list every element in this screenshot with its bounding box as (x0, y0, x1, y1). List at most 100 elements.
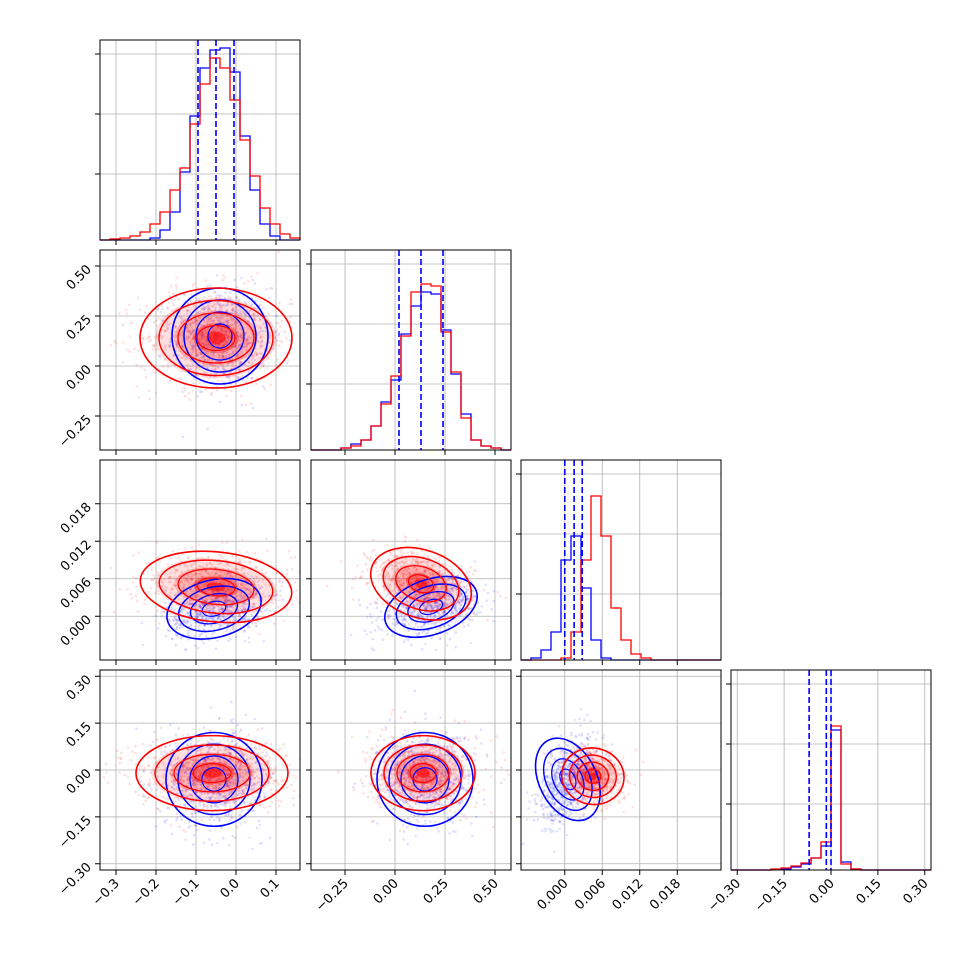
contour-blue (418, 598, 444, 616)
contour-blue (166, 577, 262, 640)
y-tick-label: −0.25 (56, 412, 95, 451)
contour-red (177, 568, 255, 606)
contour-blue (207, 323, 233, 349)
contour-blue (534, 737, 601, 822)
contour-blue (189, 755, 239, 804)
contour-red (383, 744, 463, 802)
contour-red (196, 324, 236, 352)
contour-red (407, 574, 435, 594)
x-tick-label: 0.30 (900, 876, 931, 907)
sample-cloud-blue (349, 560, 496, 652)
scatter-panel-2-0 (99, 459, 301, 661)
scatter-points (521, 708, 645, 853)
contour-red (409, 763, 437, 784)
contour-blue (400, 755, 450, 804)
contour-red (370, 734, 476, 812)
scatter-panel-1-0 (99, 249, 301, 451)
scatter-panel-3-2 (520, 669, 722, 871)
sample-cloud-blue (135, 700, 275, 851)
scatter-points (325, 535, 508, 652)
y-tick-label: 0.15 (64, 719, 95, 750)
contour-red (396, 753, 450, 793)
contour-blue (195, 311, 245, 361)
histogram-panel-3 (726, 669, 932, 871)
x-tick-label: 0.0 (218, 876, 243, 901)
y-tick-label: 0.012 (58, 537, 95, 574)
contour-red (584, 768, 602, 784)
histogram-panel-1 (306, 249, 512, 451)
contour-red (139, 550, 293, 624)
contour-red (395, 565, 447, 603)
y-tick-label: 0.00 (64, 766, 95, 797)
panel-frame (99, 39, 301, 241)
x-tick-label: −0.2 (130, 876, 163, 909)
scatter-points (100, 537, 300, 652)
scatter-panel-3-1 (310, 669, 512, 871)
panel-frame (99, 249, 301, 451)
scatter-points (109, 250, 300, 439)
y-tick-label: 0.006 (58, 575, 95, 612)
hist-step-blue (521, 535, 721, 661)
y-tick-label: 0.018 (58, 500, 95, 537)
sample-cloud-blue (352, 689, 503, 846)
contour-red (568, 754, 617, 799)
contour-red (154, 744, 270, 802)
contour-red (192, 763, 232, 784)
contour-red (576, 761, 610, 792)
y-tick-label: 0.00 (64, 362, 95, 393)
x-tick-label: −0.15 (752, 876, 791, 915)
scatter-panel-3-0 (99, 669, 301, 871)
x-tick-label: 0.00 (371, 876, 402, 907)
x-tick-label: 0.1 (258, 876, 283, 901)
x-tick-label: 0.25 (421, 876, 452, 907)
x-tick-label: 0.018 (647, 876, 684, 913)
contour-blue (551, 758, 585, 801)
x-tick-label: −0.1 (170, 876, 203, 909)
histogram-panel-2 (516, 459, 722, 661)
contour-blue (165, 731, 263, 828)
x-tick-label: 0.012 (610, 876, 647, 913)
contour-red (196, 577, 236, 597)
density-shade-red (202, 768, 222, 778)
x-tick-label: 0.00 (807, 876, 838, 907)
contour-blue (376, 731, 474, 828)
histogram-panel-0 (95, 39, 301, 241)
x-tick-label: −0.30 (705, 876, 744, 915)
x-tick-label: 0.006 (572, 876, 609, 913)
contour-blue (177, 585, 251, 633)
contour-red (177, 312, 255, 364)
scatter-points (102, 700, 300, 851)
contour-red (158, 559, 274, 615)
contour-red (173, 753, 251, 793)
y-tick-label: −0.15 (56, 813, 95, 852)
hist-step-red (311, 283, 511, 451)
hist-step-red (100, 57, 301, 241)
contour-blue (177, 743, 251, 816)
panel-frame (520, 459, 722, 661)
y-tick-label: 0.50 (64, 262, 95, 293)
x-tick-label: 0.50 (471, 876, 502, 907)
contour-blue (542, 747, 593, 811)
density-shade-red (414, 579, 428, 589)
contour-red (135, 734, 289, 812)
y-tick-label: 0.25 (64, 312, 95, 343)
panel-frame (99, 459, 301, 661)
scatter-panel-2-1 (310, 459, 512, 661)
contour-blue (383, 575, 479, 639)
panel-frame (310, 459, 512, 661)
density-shade-red (416, 768, 430, 778)
contour-blue (395, 583, 467, 631)
contour-red (382, 555, 460, 612)
contour-red (560, 747, 625, 806)
scatter-points (337, 689, 511, 846)
x-tick-label: 0.15 (854, 876, 885, 907)
x-tick-label: −0.3 (90, 876, 123, 909)
y-tick-label: −0.30 (56, 860, 95, 899)
panel-frame (310, 249, 512, 451)
contour-red (369, 546, 473, 621)
y-tick-label: 0.000 (58, 612, 95, 649)
y-tick-label: 0.30 (64, 672, 95, 703)
x-tick-label: −0.25 (313, 876, 352, 915)
contour-red (139, 287, 293, 389)
